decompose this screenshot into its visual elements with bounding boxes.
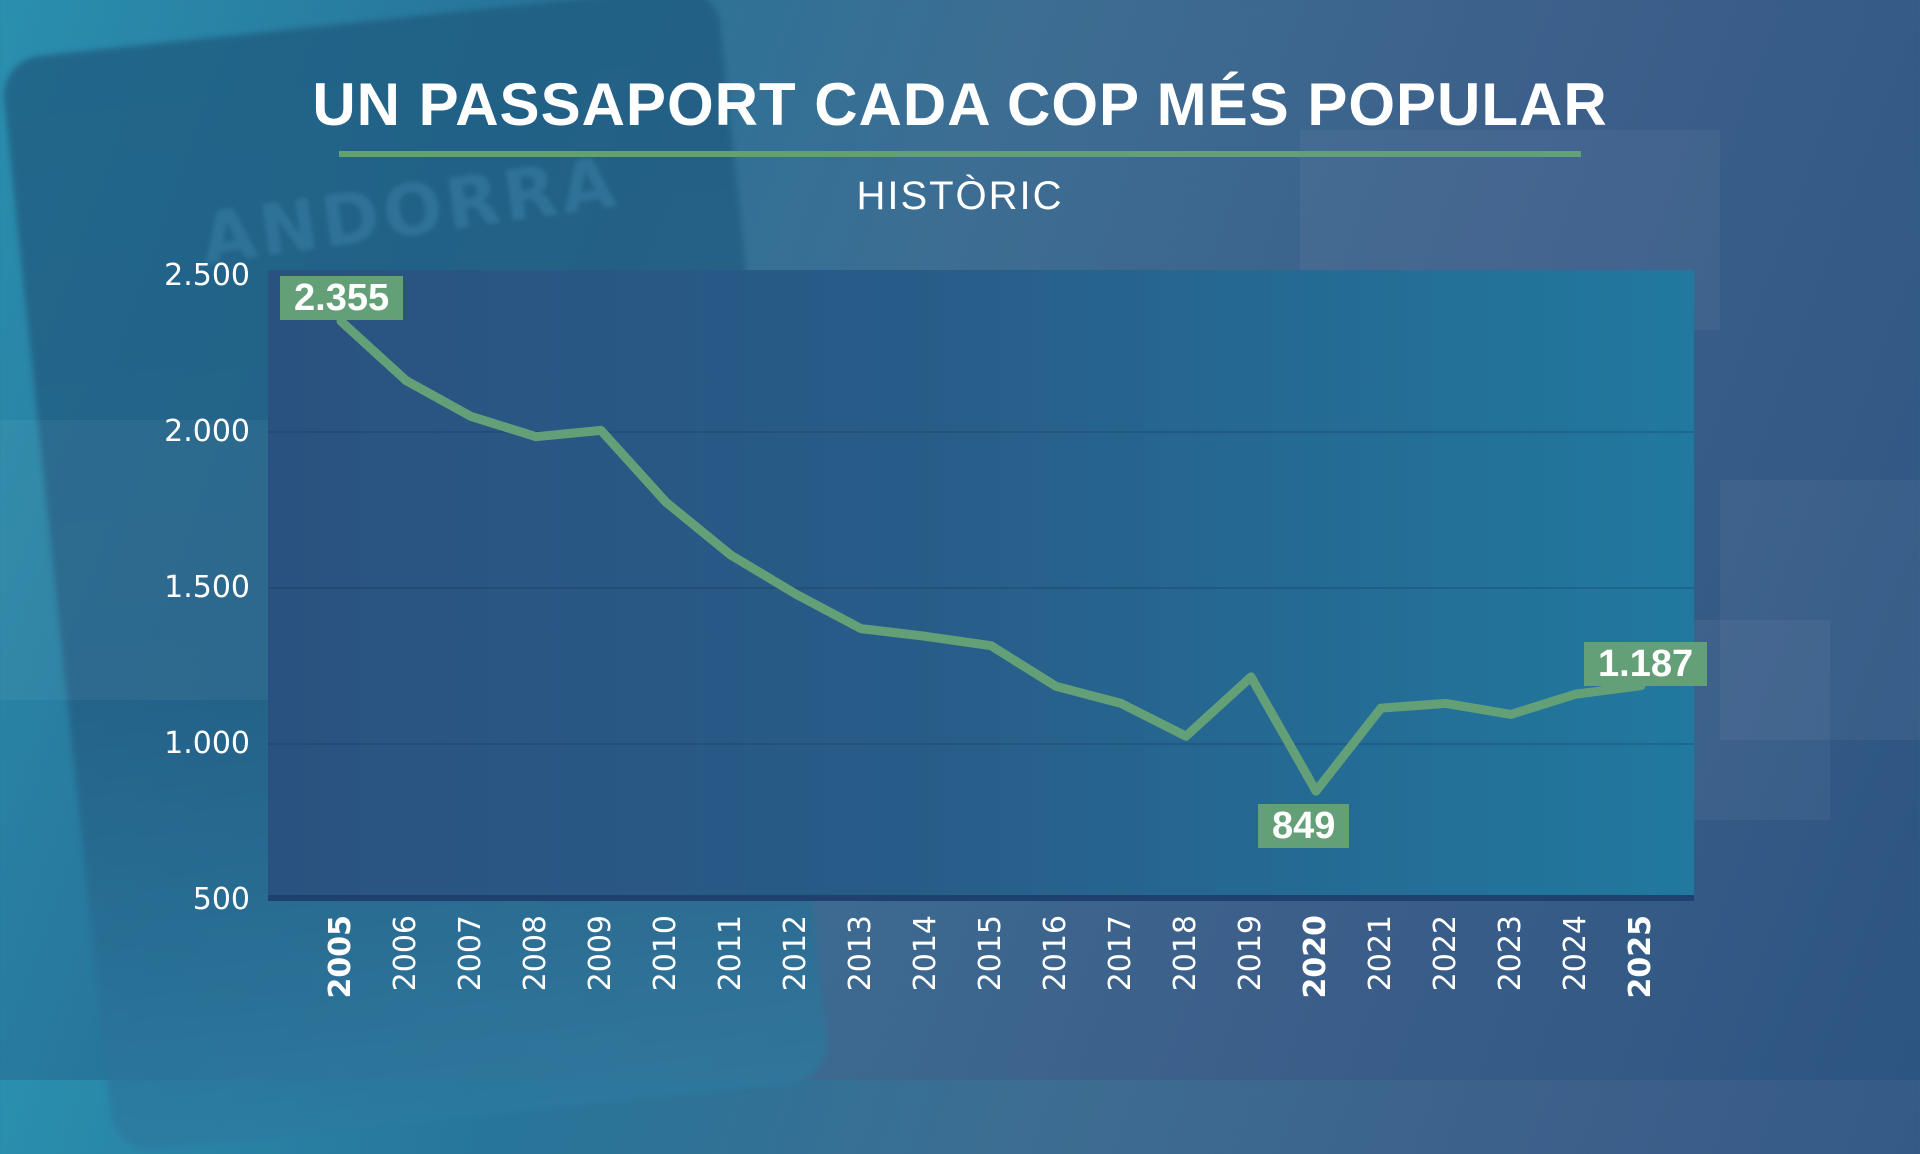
y-tick-label: 1.000	[164, 726, 250, 761]
background-tile	[0, 420, 300, 700]
y-tick-label: 2.500	[164, 258, 250, 293]
callout-2005: 2.355	[280, 276, 404, 320]
background-tile	[1720, 480, 1920, 740]
callout-2025: 1.187	[1584, 642, 1708, 686]
chart-subtitle: HISTÒRIC	[856, 174, 1064, 218]
y-tick-label: 2.000	[164, 414, 250, 449]
data-line	[268, 316, 1694, 796]
y-tick-label: 1.500	[164, 570, 250, 605]
y-tick-label: 500	[192, 882, 250, 917]
title-underline	[339, 151, 1581, 157]
plot-area	[268, 270, 1694, 900]
x-axis-baseline	[268, 895, 1694, 901]
callout-2020: 849	[1258, 804, 1350, 848]
chart-title: UN PASSAPORT CADA COP MÉS POPULAR	[312, 71, 1608, 138]
